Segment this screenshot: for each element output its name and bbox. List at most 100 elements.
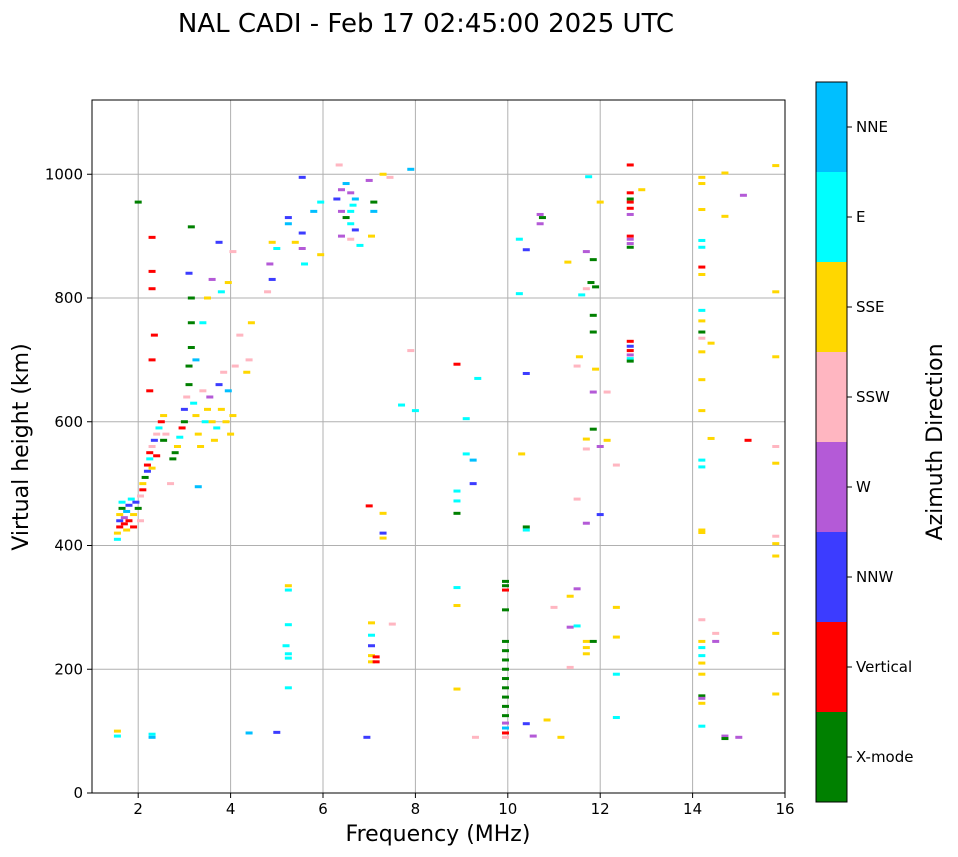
echo-point: [215, 383, 223, 387]
echo-point: [698, 661, 706, 665]
echo-point: [522, 248, 530, 252]
echo-point: [585, 175, 593, 179]
echo-point: [220, 370, 228, 374]
echo-point: [310, 209, 318, 213]
echo-point: [698, 458, 706, 462]
echo-point: [187, 225, 195, 229]
echo-point: [266, 262, 274, 266]
echo-point: [772, 534, 780, 538]
echo-point: [626, 357, 634, 361]
colorbar-frame: [815, 81, 848, 803]
echo-point: [550, 605, 558, 609]
echo-point: [273, 730, 281, 734]
echo-point: [208, 420, 216, 424]
echo-point: [596, 200, 604, 204]
echo-point: [197, 445, 205, 448]
echo-point: [501, 649, 509, 653]
colorbar-segment: [816, 352, 847, 442]
echo-point: [153, 454, 161, 458]
echo-point: [386, 175, 394, 179]
echo-point: [301, 262, 309, 266]
echo-point: [566, 665, 574, 669]
echo-point: [612, 605, 620, 609]
echo-point: [199, 389, 207, 393]
echo-point: [582, 652, 590, 656]
echo-point: [698, 694, 706, 698]
y-tick-label: 800: [54, 289, 83, 307]
echo-point: [721, 171, 729, 175]
echo-point: [453, 687, 461, 691]
echo-point: [638, 188, 646, 192]
echo-point: [130, 525, 138, 529]
echo-point: [603, 438, 611, 442]
echo-point: [772, 554, 780, 558]
colorbar-category-label: Vertical: [856, 658, 912, 676]
echo-point: [698, 182, 706, 186]
echo-point: [342, 216, 350, 220]
echo-point: [566, 625, 574, 629]
echo-point: [592, 367, 600, 371]
echo-point: [187, 321, 195, 325]
echo-point: [772, 290, 780, 294]
echo-point: [113, 734, 121, 738]
echo-point: [180, 420, 188, 424]
echo-point: [626, 242, 634, 246]
echo-point: [596, 445, 604, 448]
echo-point: [698, 319, 706, 323]
echo-point: [698, 208, 706, 212]
colorbar-label: Azimuth Direction: [923, 343, 948, 540]
echo-point: [155, 426, 163, 430]
x-tick-label: 10: [498, 800, 517, 818]
echo-point: [501, 588, 509, 592]
echo-point: [146, 457, 154, 461]
echo-point: [273, 247, 281, 250]
echo-point: [368, 621, 376, 625]
echo-point: [123, 528, 131, 532]
echo-point: [169, 457, 177, 461]
echo-point: [284, 623, 292, 627]
echo-point: [351, 228, 359, 232]
echo-point: [453, 604, 461, 608]
echo-point: [365, 178, 373, 182]
echo-point: [522, 371, 530, 375]
echo-point: [712, 631, 720, 635]
colorbar-category-label: E: [856, 208, 865, 226]
echo-point: [772, 164, 780, 168]
chart-title: NAL CADI - Feb 17 02:45:00 2025 UTC: [178, 9, 674, 39]
echo-point: [284, 216, 292, 220]
y-tick-label: 600: [54, 413, 83, 431]
echo-point: [217, 290, 225, 294]
colorbar-segment: [816, 622, 847, 712]
echo-point: [372, 660, 380, 664]
echo-point: [501, 686, 509, 690]
echo-point: [298, 175, 306, 179]
echo-point: [379, 536, 387, 540]
echo-point: [589, 427, 597, 431]
echo-point: [471, 735, 479, 739]
echo-point: [578, 293, 586, 297]
echo-point: [589, 639, 597, 643]
echo-point: [185, 271, 193, 275]
colorbar-category-label: W: [856, 478, 871, 496]
echo-point: [187, 296, 195, 300]
echo-point: [626, 349, 634, 353]
echo-point: [596, 513, 604, 517]
echo-point: [370, 200, 378, 204]
echo-point: [744, 438, 752, 442]
echo-point: [143, 469, 151, 473]
colorbar-labels: X-mode Vertical NNW W SSW SSE E NNE: [847, 118, 913, 766]
x-axis-label: Frequency (MHz): [346, 822, 531, 847]
echo-point: [587, 281, 595, 285]
echo-point: [224, 389, 232, 393]
echo-point: [589, 330, 597, 334]
colorbar-category-label: NNW: [856, 568, 893, 586]
echo-point: [113, 537, 121, 541]
colorbar-category-label: SSE: [856, 298, 885, 316]
y-tick-label: 1000: [45, 165, 83, 183]
echo-point: [185, 364, 193, 368]
echo-point: [772, 445, 780, 448]
echo-point: [134, 506, 142, 510]
echo-point: [176, 435, 184, 439]
echo-point: [589, 390, 597, 394]
echo-point: [206, 395, 214, 399]
